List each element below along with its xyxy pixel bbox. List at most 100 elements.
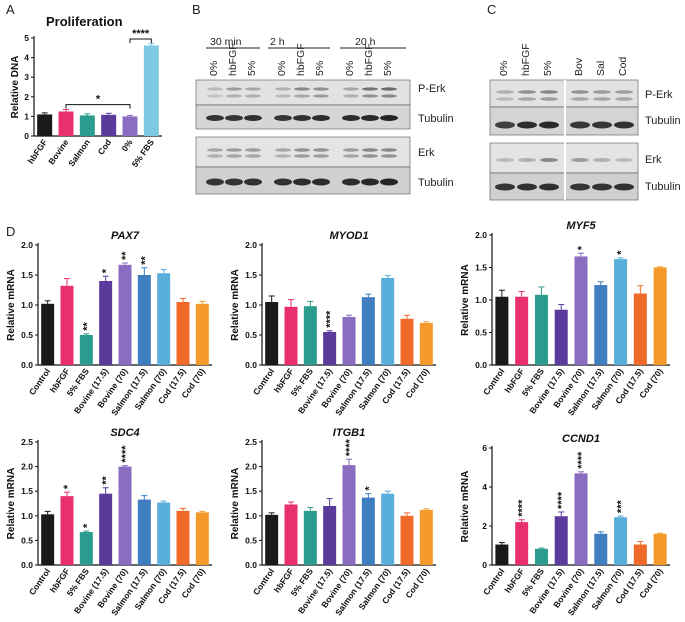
x-tick-label: 0% — [119, 137, 134, 153]
panel-label-b: B — [192, 2, 201, 17]
y-tick-label: 0.0 — [245, 560, 257, 570]
y-tick-label: 2.0 — [21, 462, 33, 472]
blot-band — [381, 148, 397, 152]
blot-band — [207, 94, 223, 98]
blot-c-label-erk: Erk — [645, 154, 662, 166]
blot-band — [615, 90, 633, 94]
y-tick-label: 2.0 — [245, 462, 257, 472]
blot-band — [571, 97, 589, 101]
blot-b-bands — [206, 87, 398, 186]
significance-label: * — [616, 250, 628, 255]
y-tick-label: 1.5 — [21, 270, 33, 280]
blot-band — [313, 94, 329, 98]
blot-c-label-tubulin: Tubulin — [645, 115, 681, 127]
lane-label: 0% — [498, 61, 510, 76]
blot-b-group-2h: 2 h — [270, 36, 285, 48]
y-tick-label: 2.0 — [21, 240, 33, 250]
bar-bovine-70- — [342, 317, 356, 365]
bar-salmon-70- — [614, 517, 628, 565]
y-axis-label: Relative mRNA — [6, 468, 17, 540]
blot-b-erk-membrane — [195, 136, 411, 168]
blot-band — [294, 87, 310, 91]
blot-b-perk-membrane — [195, 79, 411, 106]
y-axis-label: Relative mRNA — [460, 471, 471, 543]
blot-c-lane-labels: 0% hbFGF 5% Bov Sal Cod — [498, 43, 629, 76]
blot-band — [207, 154, 223, 158]
y-axis-label: Relative mRNA — [6, 269, 17, 341]
blot-band — [362, 94, 378, 98]
blot-band — [592, 183, 612, 191]
significance-label: **** — [576, 451, 588, 469]
blot-band — [206, 115, 224, 121]
x-tick-label: Control — [251, 366, 277, 396]
significance-label: ** — [101, 475, 113, 484]
bar-salmon-70- — [381, 278, 395, 365]
chart-title: PAX7 — [111, 230, 140, 242]
bar-bovine-70- — [342, 465, 356, 565]
y-axis-label: Relative DNA — [10, 56, 21, 119]
bar-5-fbs — [79, 335, 93, 365]
panel-label-c: C — [487, 2, 496, 17]
y-tick-label: 1.5 — [475, 263, 487, 273]
blot-band — [496, 90, 514, 94]
y-axis-label: Relative mRNA — [230, 269, 241, 341]
x-tick-label: 5% FBS — [130, 137, 157, 169]
blot-band — [540, 97, 558, 101]
chart-title: Proliferation — [46, 14, 123, 29]
blot-band — [313, 87, 329, 91]
blot-band — [342, 115, 360, 121]
blot-band — [274, 178, 292, 186]
y-tick-label: 4 — [482, 482, 487, 492]
y-tick-label: 0.5 — [21, 330, 33, 340]
blot-band — [343, 154, 359, 158]
blot-band — [593, 158, 611, 162]
y-tick-label: 2.5 — [21, 437, 33, 447]
bar-control — [265, 514, 279, 565]
bar-bovine — [58, 111, 74, 136]
significance-label: *** — [616, 499, 628, 513]
bar-salmon-70- — [157, 273, 171, 365]
y-tick-label: 0.5 — [245, 535, 257, 545]
blot-band — [381, 87, 397, 91]
y-axis-label: Relative mRNA — [230, 468, 241, 540]
y-tick-label: 1.0 — [21, 300, 33, 310]
blot-band — [226, 94, 242, 98]
blot-band — [245, 154, 261, 158]
bar-cod-70- — [653, 533, 667, 565]
blot-band — [570, 121, 590, 129]
lane-label: 5% — [542, 61, 554, 76]
bar-salmon-17-5- — [137, 275, 151, 365]
lane-label: hbFGF — [227, 43, 239, 76]
blot-band — [226, 154, 242, 158]
lane-label: hbFGF — [295, 43, 307, 76]
blot-band — [312, 178, 330, 186]
chart-sdc4: 0.0 0.5 1.0 1.5 2.0 2.5 Relative mRNA SDC4 Contr… — [6, 427, 212, 617]
bar-control — [41, 514, 55, 565]
blot-band — [571, 158, 589, 162]
bar-cod-70- — [419, 323, 433, 365]
western-blot-b: 30 min 2 h 20 h 0% hbFGF 5% 0% hbFGF 5% 0% hbFG… — [195, 36, 454, 195]
bar-bovine-17-5- — [99, 281, 113, 365]
bar-5-fbs — [534, 294, 548, 365]
bar-5-fbs — [79, 532, 93, 565]
blot-band — [207, 87, 223, 91]
blot-band — [206, 178, 224, 186]
blot-band — [614, 183, 634, 191]
blot-band — [244, 115, 262, 121]
significance-label: * — [576, 245, 588, 250]
blot-band — [495, 121, 515, 129]
bar-cod-70- — [653, 267, 667, 365]
significance-bracket — [129, 38, 152, 43]
y-tick-label: 0 — [482, 560, 487, 570]
blot-b-label-tubulin2: Tubulin — [418, 177, 454, 189]
blot-b-group-30min: 30 min — [210, 36, 242, 48]
bar-cod-17-5- — [633, 293, 647, 365]
significance-bracket — [65, 104, 131, 109]
significance-label: ** — [139, 256, 151, 265]
bar-salmon-17-5- — [137, 499, 151, 565]
blot-band — [361, 178, 379, 186]
bar-hbfgf — [60, 496, 74, 565]
